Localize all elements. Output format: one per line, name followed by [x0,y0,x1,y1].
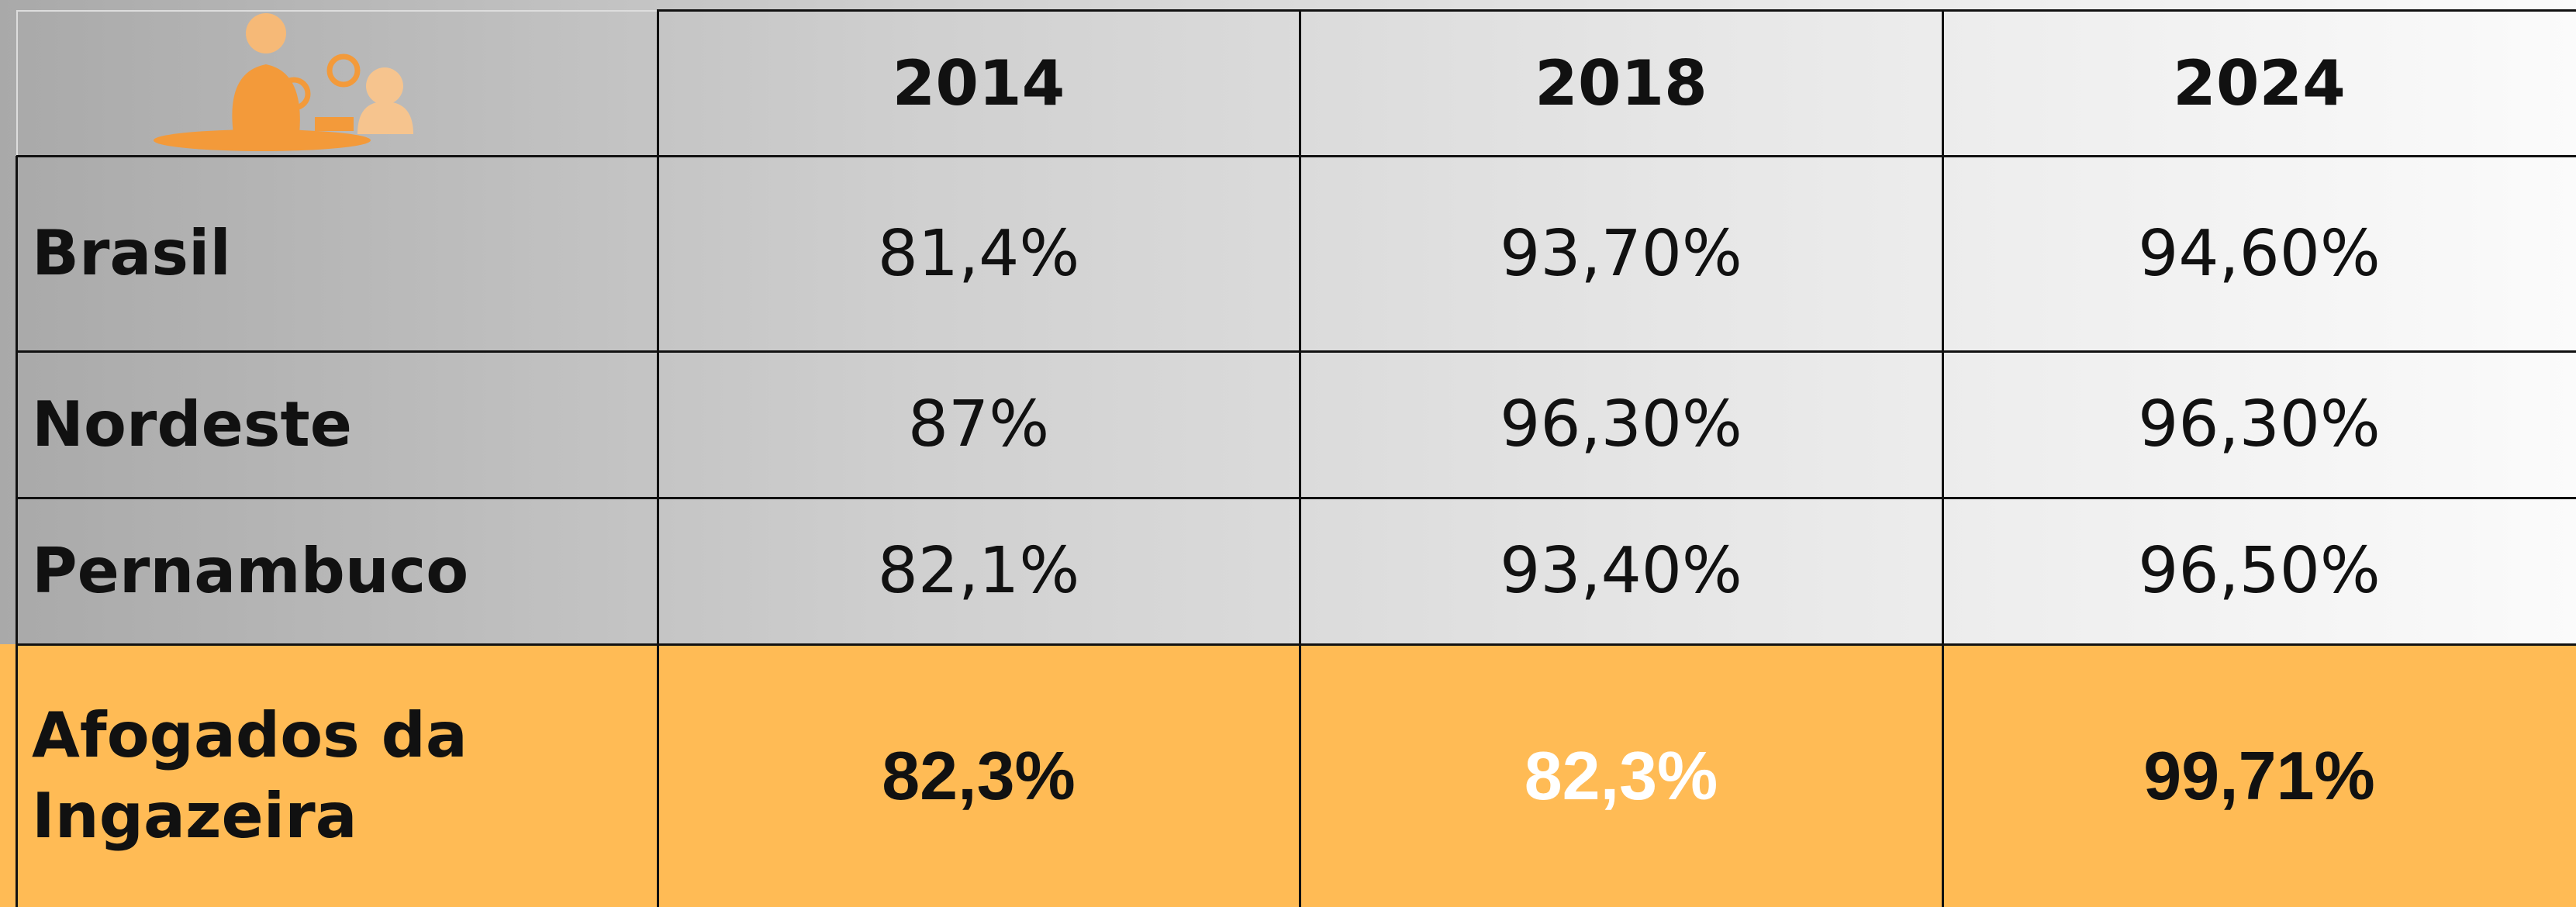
row-label: Brasil [32,217,231,289]
grid-line [1299,9,1301,907]
column-header: 2014 [892,47,1065,119]
grid-line [16,10,658,12]
value-cell: 93,70% [1500,216,1742,291]
value-cell: 81,4% [877,216,1080,291]
value-cell: 96,30% [1500,388,1742,461]
grid-line [16,10,18,156]
grid-line [16,643,2576,646]
value-cell: 82,1% [877,534,1080,608]
grid-line [16,497,2576,499]
column-header: 2024 [2173,47,2346,119]
grid-line [16,155,2576,157]
value-cell: 94,60% [2138,216,2381,291]
value-cell: 93,40% [1500,534,1742,608]
grid-line [16,156,18,907]
column-header: 2018 [1535,47,1708,119]
value-cell: 82,3% [1524,736,1718,814]
value-cell: 99,71% [2143,736,2375,814]
row-label: Pernambuco [32,534,469,607]
row-label: Afogados da Ingazeira [32,698,468,852]
grid-line [657,9,659,907]
value-cell: 96,30% [2138,388,2381,461]
row-label: Nordeste [32,388,353,460]
grid-line [658,9,2576,12]
grid-line [16,350,2576,353]
grid-line [1942,9,1944,907]
value-cell: 82,3% [882,736,1076,814]
value-cell: 87% [907,388,1050,461]
highlight-row [0,644,2576,907]
value-cell: 96,50% [2138,534,2381,608]
icon [154,13,413,151]
